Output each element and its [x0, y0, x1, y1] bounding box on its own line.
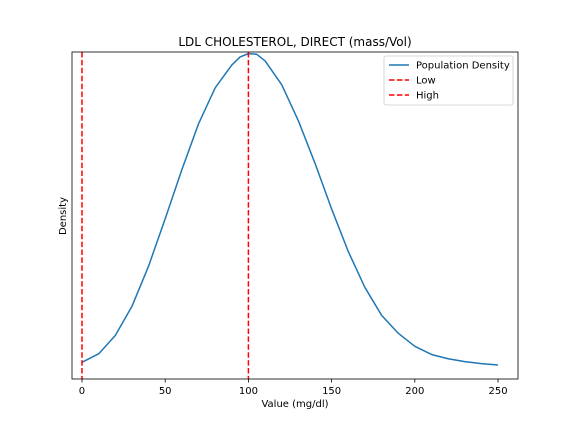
x-tick-label: 100	[239, 386, 258, 397]
x-axis: 0 50 100 150 200 250	[79, 379, 508, 397]
x-tick-label: 0	[79, 386, 85, 397]
x-tick-label: 250	[488, 386, 507, 397]
x-tick-label: 200	[405, 386, 424, 397]
legend: Population Density Low High	[383, 55, 514, 106]
legend-label: Population Density	[416, 61, 510, 72]
plot-frame	[71, 51, 519, 380]
legend-label: High	[416, 91, 439, 102]
legend-label: Low	[416, 76, 436, 87]
x-tick-label: 150	[322, 386, 341, 397]
chart-title: LDL CHOLESTEROL, DIRECT (mass/Vol)	[178, 35, 411, 49]
plot-area	[81, 52, 499, 379]
legend-frame	[383, 55, 514, 106]
y-axis-label: Density	[58, 197, 69, 235]
x-axis-label: Value (mg/dl)	[261, 399, 328, 410]
x-tick-label: 50	[159, 386, 172, 397]
series-population-density-line	[81, 52, 499, 366]
